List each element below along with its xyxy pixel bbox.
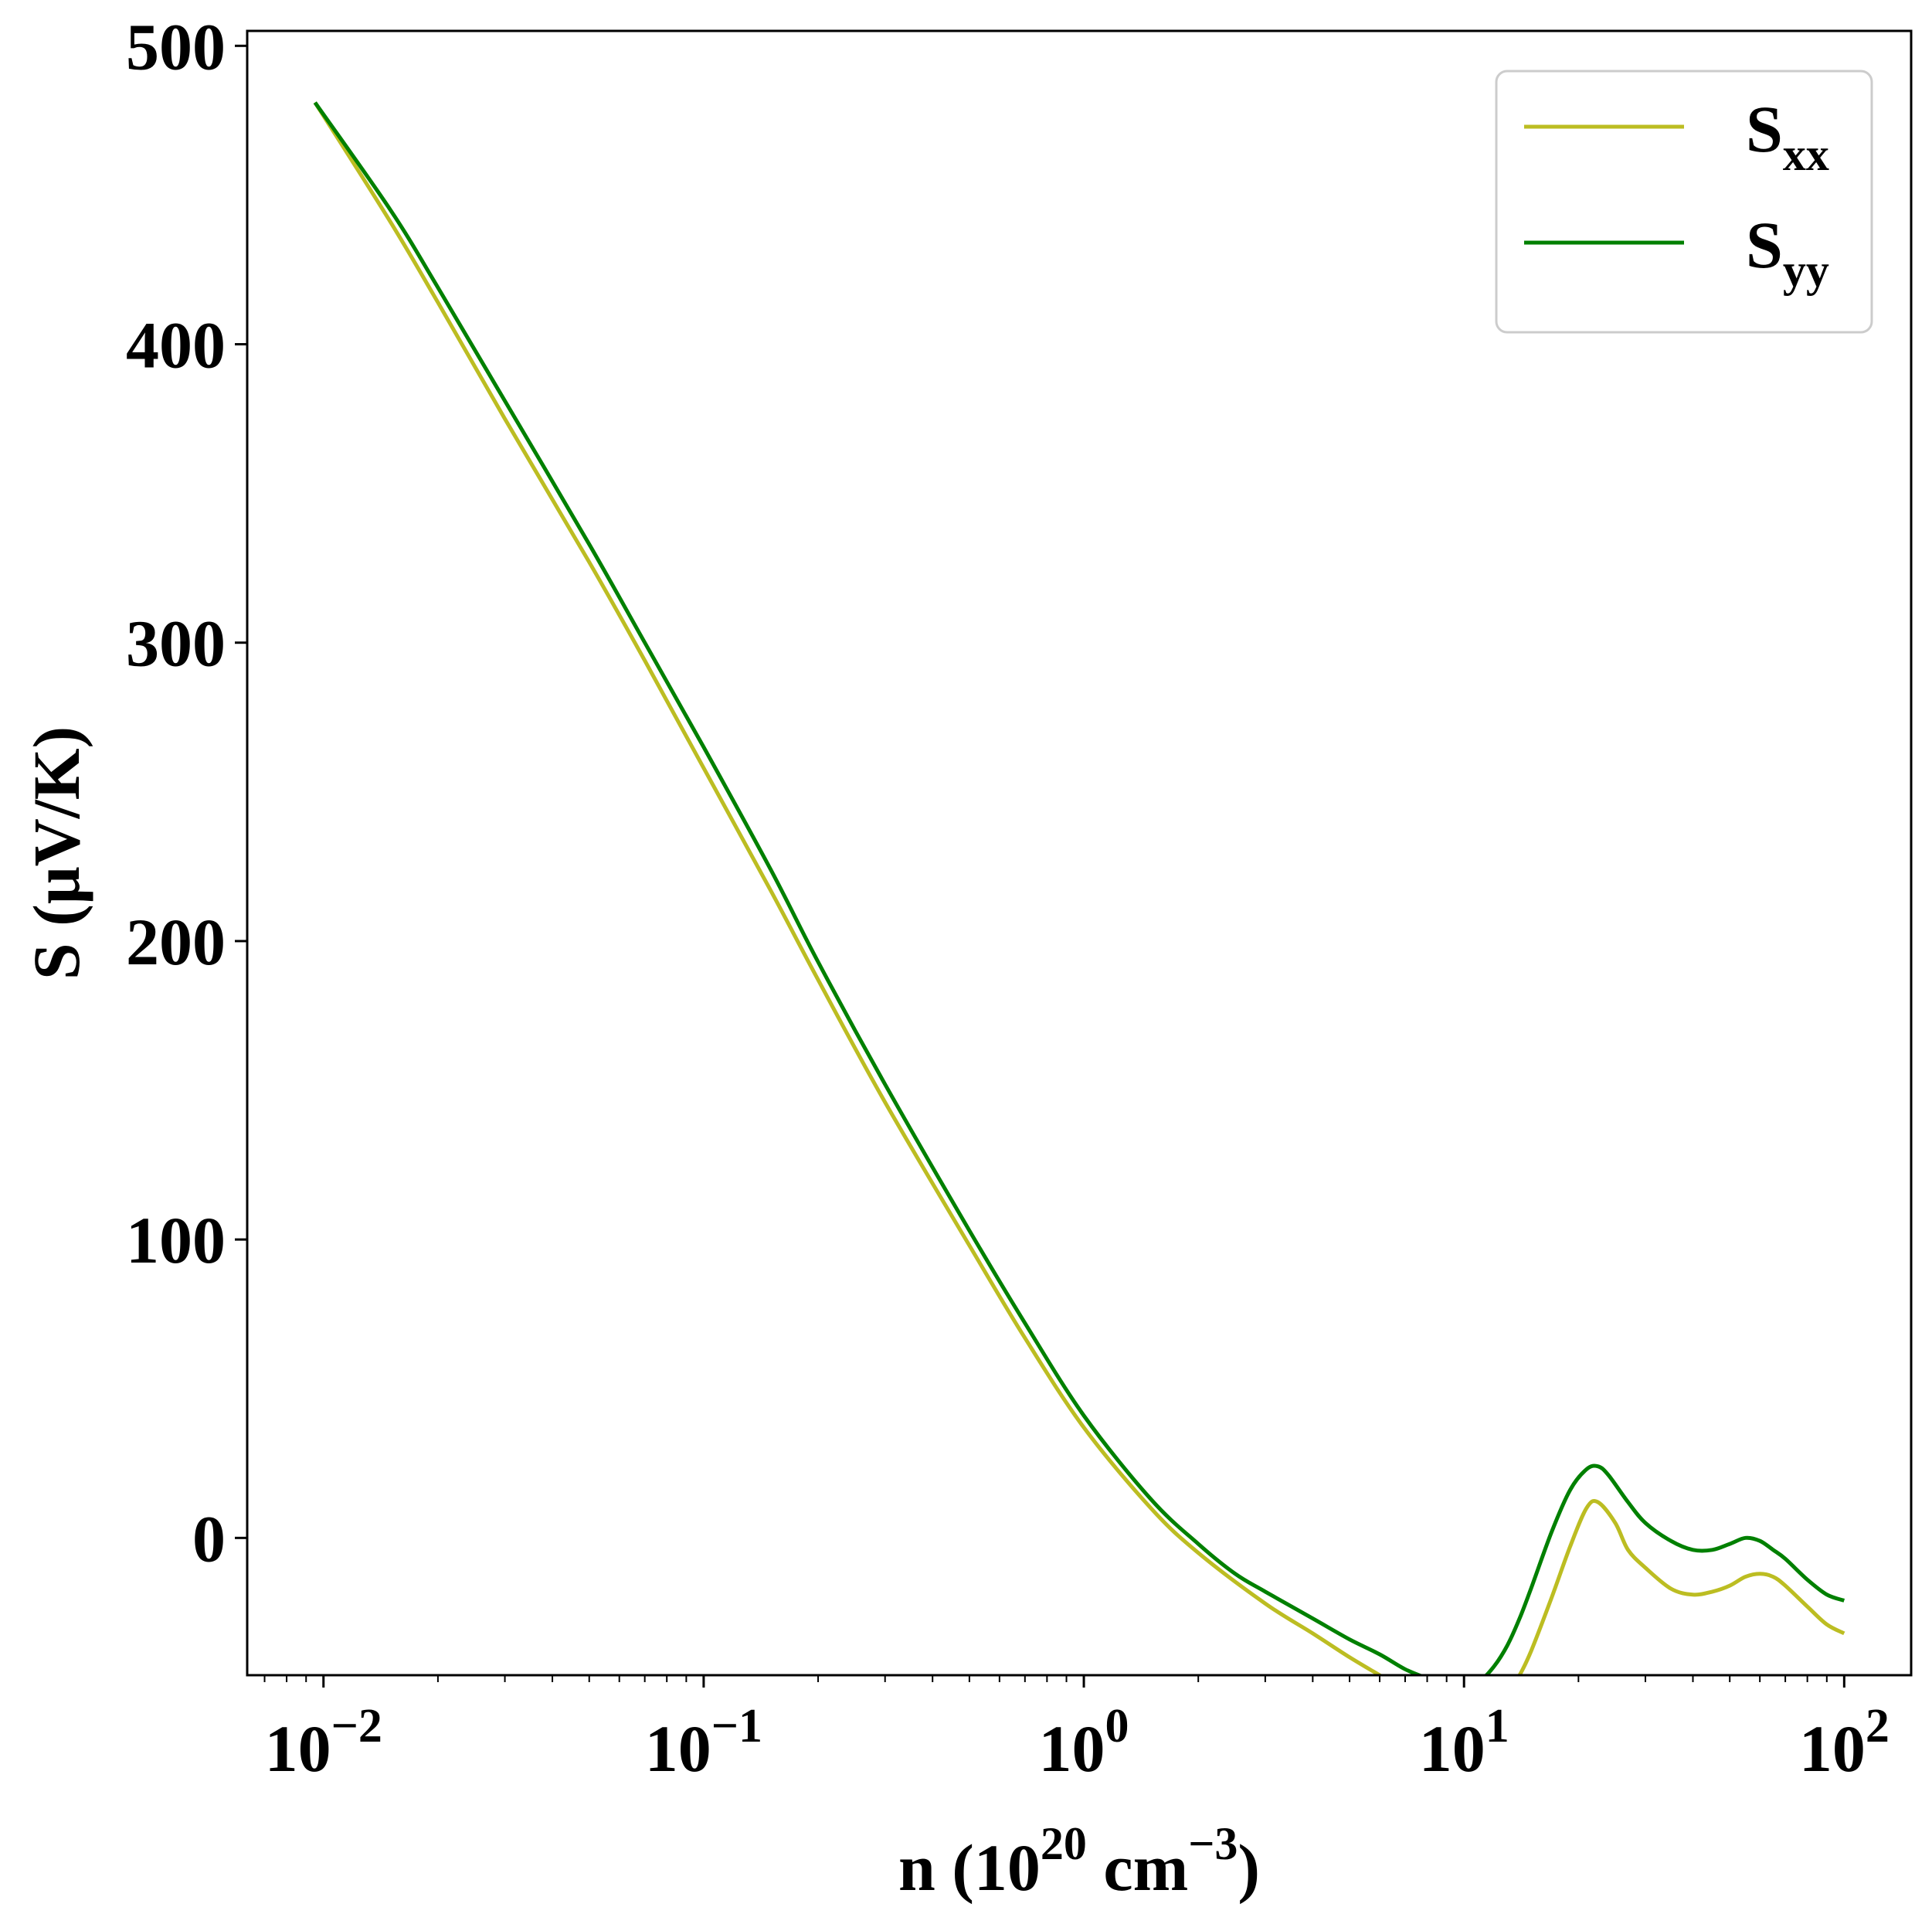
plot-area-frame [246,29,1913,1677]
x-axis-label-sup2: −3 [1188,1818,1238,1869]
x-tick-label: 102 [1799,1700,1890,1786]
x-axis: 10−2 10−1 100 101 102 [263,1675,1890,1786]
x-tick-label: 10−2 [265,1700,382,1786]
legend-box [1495,70,1873,334]
y-tick-label: 200 [126,905,226,979]
series-layer [313,101,1845,1675]
y-tick-label: 300 [126,607,226,681]
x-axis-label-suffix: ) [1238,1831,1260,1905]
y-tick-label: 500 [126,9,226,83]
y-axis-label: S (μV/K) [19,726,93,980]
y-axis: 0 100 200 300 400 500 [126,9,247,1576]
y-tick-label: 0 [192,1501,226,1576]
y-tick-label: 100 [126,1203,226,1277]
x-axis-label: n (1020 cm−3) [898,1818,1260,1905]
x-axis-label-mid: cm [1087,1831,1188,1905]
x-tick-label: 100 [1039,1700,1129,1786]
x-axis-label-prefix: n (10 [898,1831,1041,1905]
series-line-xx [313,101,1845,1675]
x-axis-label-sup1: 20 [1041,1818,1087,1869]
x-tick-label: 10−1 [645,1700,762,1786]
legend-label-yy: Syy [1746,208,1829,296]
y-tick-label: 400 [126,308,226,382]
legend: Sxx Syy [1495,70,1873,334]
series-line-yy [313,101,1845,1675]
x-tick-label: 101 [1419,1700,1509,1786]
legend-label-xx: Sxx [1746,92,1829,180]
